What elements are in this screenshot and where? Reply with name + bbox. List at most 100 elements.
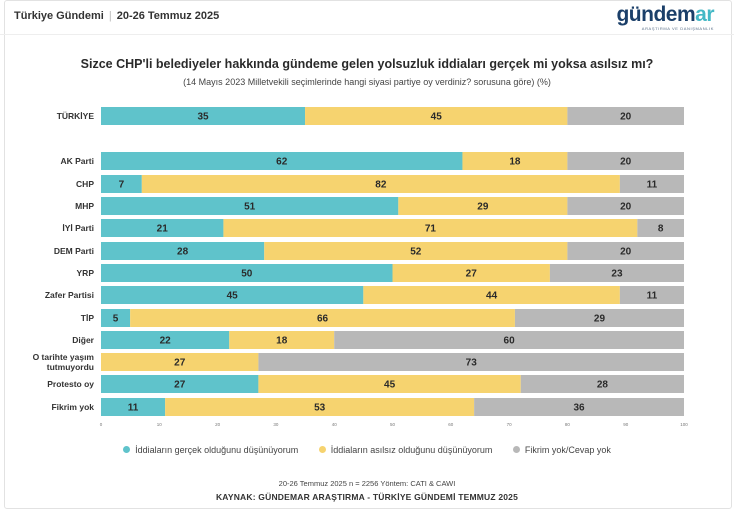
data-label: 18	[509, 157, 521, 168]
x-tick-label: 80	[565, 422, 571, 427]
bar-segment	[398, 197, 568, 215]
x-tick-label: 60	[448, 422, 454, 427]
data-label: 28	[177, 247, 189, 258]
row-label: O tarihte yaşım tutmuyordu	[33, 352, 95, 372]
bar-segment	[567, 197, 684, 215]
data-label: 20	[620, 157, 632, 168]
bar-segment	[264, 242, 568, 260]
data-label: 66	[317, 314, 329, 325]
bar-segment	[567, 242, 684, 260]
data-label: 36	[573, 403, 585, 414]
legend-item-noidea: Fikrim yok/Cevap yok	[512, 445, 611, 455]
chart-legend: İddiaların gerçek olduğunu düşünüyorum İ…	[0, 445, 734, 455]
header-divider	[0, 34, 734, 35]
legend-swatch-noidea	[512, 446, 520, 453]
data-label: 52	[410, 247, 422, 258]
data-label: 73	[466, 358, 478, 369]
row-label: TÜRKİYE	[57, 111, 95, 121]
x-tick-label: 0	[100, 422, 103, 427]
bar-segment	[637, 219, 684, 237]
data-label: 22	[160, 336, 172, 347]
bar-segment	[514, 309, 684, 327]
bar-segment	[101, 152, 463, 170]
data-label: 27	[174, 358, 186, 369]
row-label: YRP	[77, 268, 95, 278]
bar-segment	[101, 286, 364, 304]
data-label: 8	[658, 224, 664, 235]
data-label: 20	[620, 202, 632, 213]
x-tick-label: 40	[332, 422, 338, 427]
bar-segment	[165, 398, 475, 416]
x-tick-label: 50	[390, 422, 396, 427]
bar-segment	[130, 309, 515, 327]
data-label: 44	[486, 291, 498, 302]
header-dates: 20-26 Temmuz 2025	[116, 10, 220, 22]
bar-segment	[258, 353, 684, 371]
bar-segment	[229, 331, 335, 349]
data-label: 53	[314, 403, 326, 414]
row-label: Zafer Partisi	[45, 290, 94, 300]
data-label: 62	[276, 157, 288, 168]
bar-segment	[567, 107, 684, 125]
legend-item-real: İddiaların gerçek olduğunu düşünüyorum	[123, 445, 298, 455]
data-label: 60	[504, 336, 516, 347]
row-label: MHP	[75, 201, 94, 211]
chart-title: Sizce CHP'li belediyeler hakkında gündem…	[80, 57, 654, 71]
data-label: 45	[227, 291, 239, 302]
bar-segment	[305, 107, 568, 125]
survey-footnote: 20-26 Temmuz 2025 n = 2256 Yöntem: CATI …	[278, 479, 456, 488]
data-label: 35	[197, 112, 209, 123]
bar-segment	[101, 331, 230, 349]
row-label: Diğer	[72, 335, 94, 345]
data-label: 7	[119, 180, 125, 191]
bar-segment	[141, 175, 620, 193]
bar-segment	[101, 375, 259, 393]
x-tick-label: 70	[507, 422, 513, 427]
x-tick-label: 30	[273, 422, 279, 427]
bar-segment	[462, 152, 568, 170]
row-label: İYİ Parti	[62, 223, 94, 233]
row-label: Fikrim yok	[51, 402, 94, 412]
data-label: 20	[620, 112, 632, 123]
x-tick-label: 20	[215, 422, 221, 427]
data-label: 18	[276, 336, 288, 347]
data-label: 20	[620, 247, 632, 258]
header-section: Türkiye Gündemi	[14, 10, 104, 22]
x-tick-label: 90	[623, 422, 629, 427]
bar-segment	[392, 264, 550, 282]
row-label: TİP	[81, 313, 95, 323]
row-label: Protesto oy	[47, 379, 94, 389]
row-label: DEM Parti	[54, 246, 94, 256]
x-tick-label: 100	[680, 422, 688, 427]
bar-segment	[101, 264, 393, 282]
chart-subtitle: (14 Mayıs 2023 Milletvekili seçimlerinde…	[183, 77, 551, 87]
bar-segment	[363, 286, 620, 304]
legend-swatch-real	[123, 446, 131, 453]
bar-segment	[549, 264, 684, 282]
data-label: 11	[647, 180, 658, 191]
logo-tagline: ARAŞTIRMA VE DANIŞMANLIK	[641, 26, 714, 31]
data-label: 23	[611, 269, 623, 280]
data-label: 5	[113, 314, 119, 325]
row-label: CHP	[76, 179, 94, 189]
bar-segment	[101, 242, 265, 260]
data-label: 27	[174, 380, 186, 391]
data-label: 45	[384, 380, 396, 391]
bar-segment	[258, 375, 521, 393]
bar-segment	[101, 107, 306, 125]
data-label: 21	[157, 224, 169, 235]
bar-segment	[223, 219, 638, 237]
bar-segment	[101, 353, 259, 371]
data-label: 82	[375, 180, 387, 191]
header-separator: |	[108, 10, 112, 22]
logo-wordmark: gündemar	[616, 3, 714, 26]
bar-segment	[619, 286, 684, 304]
row-label: AK Parti	[60, 156, 94, 166]
data-label: 29	[477, 202, 489, 213]
data-label: 51	[244, 202, 256, 213]
data-label: 27	[466, 269, 478, 280]
source-line: KAYNAK: GÜNDEMAR ARAŞTIRMA - TÜRKİYE GÜN…	[215, 492, 519, 502]
bar-segment	[334, 331, 684, 349]
bar-segment	[474, 398, 684, 416]
data-label: 11	[647, 291, 658, 302]
